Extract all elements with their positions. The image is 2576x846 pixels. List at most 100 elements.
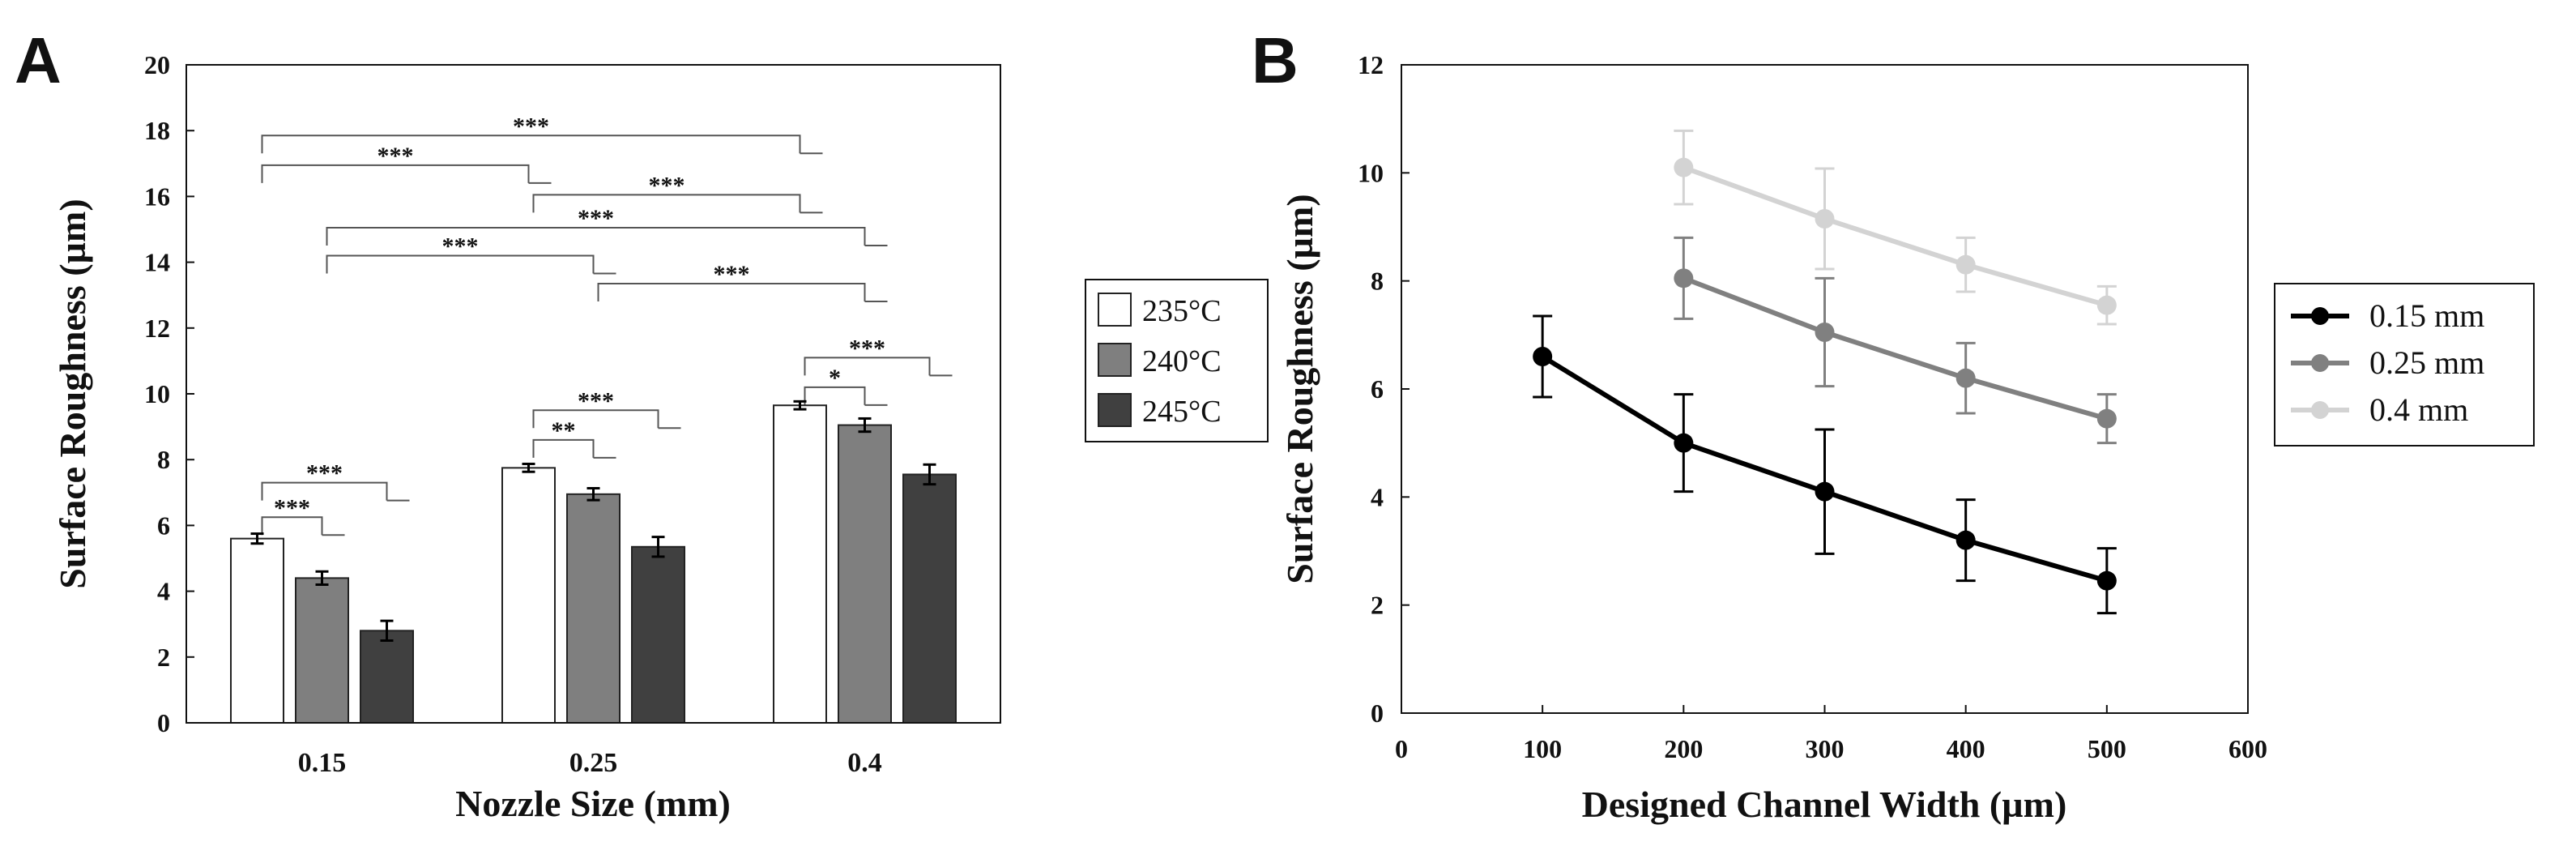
significance-label: *** (578, 387, 614, 414)
significance-bracket (261, 481, 410, 502)
y-tick-label: 8 (157, 445, 170, 474)
panel-a-x-axis: 0.15 0.25 0.4 (298, 748, 882, 778)
legend-label: 0.4 mm (2369, 391, 2468, 428)
bar (773, 404, 827, 724)
panel-b-x-axis: 0 100 200 300 400 500 600 (1395, 705, 2267, 763)
legend-label: 235°C (1142, 294, 1222, 328)
x-tick-label: 600 (2228, 734, 2267, 763)
significance-bracket (261, 164, 552, 184)
y-tick-label: 0 (157, 708, 170, 737)
significance-bracket (532, 438, 616, 459)
significance-bracket (804, 386, 888, 406)
y-tick-label: 6 (1371, 374, 1384, 404)
significance-label: *** (442, 233, 479, 259)
legend-label: 0.15 mm (2369, 297, 2484, 334)
bar (360, 630, 414, 724)
data-point (1533, 347, 1553, 366)
panel-a-plot-frame (186, 64, 1001, 724)
y-tick-label: 18 (144, 116, 170, 145)
data-point (1955, 368, 1976, 388)
significance-label: *** (513, 113, 549, 139)
data-point (2096, 570, 2117, 591)
legend-label: 240°C (1142, 344, 1222, 378)
panel-a-y-axis-label: Surface Roughness (µm) (52, 199, 93, 588)
panel-b-legend: 0.15 mm 0.25 mm 0.4 mm (2274, 283, 2535, 446)
x-tick-label: 0.15 (298, 748, 347, 778)
legend-label: 0.25 mm (2369, 344, 2484, 381)
bar (631, 545, 685, 724)
panel-b-label: B (1252, 24, 1299, 96)
significance-bracket (261, 516, 345, 536)
data-point (2096, 295, 2117, 315)
data-point (2096, 408, 2117, 429)
bar (838, 424, 892, 724)
panel-a-label: A (15, 24, 62, 96)
significance-bracket (597, 282, 888, 302)
legend-marker (2311, 401, 2329, 419)
y-tick-label: 12 (144, 314, 170, 343)
data-point (1674, 433, 1694, 453)
significance-label: *** (377, 143, 414, 169)
y-tick-label: 10 (144, 379, 170, 408)
panel-b-x-axis-label: Designed Channel Width (µm) (1582, 784, 2067, 825)
bar (501, 467, 556, 724)
significance-label: *** (306, 460, 343, 487)
y-tick-label: 14 (144, 248, 170, 277)
x-tick-label: 0 (1395, 734, 1408, 763)
y-tick-label: 2 (1371, 591, 1384, 620)
data-point (1815, 323, 1835, 342)
legend-swatch (1098, 393, 1132, 427)
bar (566, 493, 621, 724)
x-tick-label: 200 (1664, 734, 1703, 763)
x-tick-label: 400 (1947, 734, 1985, 763)
significance-bracket (326, 226, 888, 246)
panel-a-bars (230, 400, 957, 724)
significance-label: *** (714, 261, 750, 288)
significance-bracket (261, 135, 823, 155)
x-tick-label: 500 (2088, 734, 2126, 763)
significance-label: *** (649, 172, 685, 199)
panel-a-legend: 235°C 240°C 245°C (1085, 279, 1269, 442)
legend-label: 245°C (1142, 395, 1222, 429)
bar (902, 473, 957, 724)
legend-marker (2311, 354, 2329, 372)
y-tick-label: 8 (1371, 267, 1384, 296)
data-point (1815, 481, 1835, 502)
panel-b-y-axis: 0 2 4 6 8 10 12 (1358, 50, 1410, 728)
bar (230, 537, 284, 724)
y-tick-label: 10 (1358, 158, 1384, 187)
significance-bracket (326, 254, 616, 275)
significance-label: * (829, 365, 841, 391)
panel-b-y-axis-label: Surface Roughness (µm) (1279, 194, 1320, 583)
significance-bracket (532, 409, 681, 429)
legend-swatch (1098, 293, 1132, 327)
significance-label: *** (849, 335, 885, 361)
y-tick-label: 16 (144, 182, 170, 211)
panel-a-significance: ********************************* (261, 113, 953, 536)
panel-b-series (1533, 129, 2117, 615)
significance-bracket (532, 194, 823, 214)
legend-swatch (1098, 343, 1132, 377)
data-point (1674, 268, 1694, 288)
x-tick-label: 300 (1806, 734, 1845, 763)
y-tick-label: 0 (1371, 699, 1384, 728)
significance-bracket (804, 357, 953, 377)
series-line (1683, 276, 2108, 421)
data-point (1815, 209, 1835, 229)
y-tick-label: 4 (157, 577, 170, 606)
y-tick-label: 12 (1358, 50, 1384, 79)
series-line (1683, 164, 2108, 308)
significance-label: *** (578, 205, 614, 232)
x-tick-label: 100 (1523, 734, 1562, 763)
x-tick-label: 0.25 (569, 748, 618, 778)
panel-a-y-axis: 0 2 4 6 8 10 12 14 16 18 20 (144, 50, 194, 737)
panel-b-plot-frame (1401, 64, 2249, 714)
y-tick-label: 4 (1371, 482, 1384, 511)
y-tick-label: 20 (144, 50, 170, 79)
significance-label: ** (552, 417, 576, 444)
x-tick-label: 0.4 (847, 748, 882, 778)
panel-b: B 0 2 4 6 8 10 12 0 100 200 300 400 500 600 Designed… (1252, 24, 2535, 825)
data-point (1955, 530, 1976, 550)
